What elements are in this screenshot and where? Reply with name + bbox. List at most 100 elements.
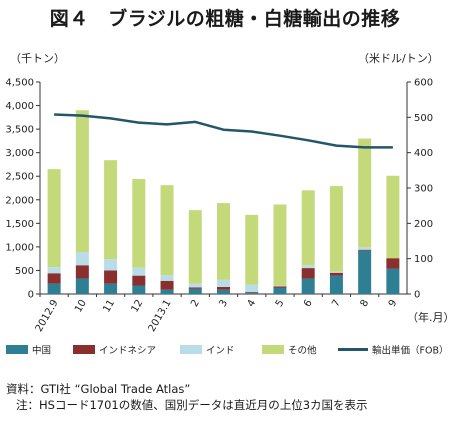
x-tick-label: 3	[217, 298, 230, 309]
left-tick-label: 2,500	[5, 172, 34, 183]
bar-segment	[386, 258, 400, 269]
bar-segment	[47, 273, 61, 284]
source-note: 資料：GTI社 “Global Trade Atlas”	[6, 382, 191, 396]
legend-label: インド	[206, 346, 235, 357]
legend-item: その他	[262, 345, 317, 357]
bar-segment	[301, 278, 315, 294]
legend-item: インド	[180, 345, 235, 357]
right-axis-unit: （米ドル/トン）	[358, 52, 439, 65]
notes: 資料：GTI社 “Global Trade Atlas” 注：HSコード1701…	[6, 381, 368, 413]
right-tick-label: 100	[414, 254, 433, 265]
bar-segment	[160, 289, 174, 294]
left-tick-label: 4,000	[5, 101, 34, 112]
x-tick-label: 2013.1	[147, 298, 174, 334]
left-tick-label: 2,000	[5, 195, 34, 206]
bar-segment	[301, 268, 315, 279]
legend-swatch	[73, 345, 95, 354]
bar-segment	[75, 252, 89, 266]
left-tick-label: 1,500	[5, 219, 34, 230]
bar-segment	[47, 283, 61, 294]
legend-label: 中国	[32, 345, 51, 357]
footnote: 注：HSコード1701の数値、国別データは直近月の上位3カ国を表示	[16, 398, 368, 412]
x-tick-label: 12	[130, 298, 146, 315]
price-line-layer	[54, 113, 393, 149]
bar-segment	[386, 175, 400, 259]
left-tick-label: 3,000	[5, 148, 34, 159]
legend-swatch	[262, 345, 284, 354]
bar-segment	[104, 283, 118, 294]
bar-segment	[132, 267, 146, 276]
bar-segment	[245, 292, 259, 294]
bar-segment	[132, 285, 146, 294]
legend-item: インドネシア	[73, 345, 156, 357]
bar-segment	[188, 288, 202, 294]
bar-segment	[104, 160, 118, 260]
x-tick-label: 10	[73, 298, 89, 315]
bar-segment	[358, 247, 372, 250]
x-tick-label: 11	[101, 298, 117, 315]
left-tick-label: 0	[28, 290, 34, 301]
bar-segment	[132, 179, 146, 268]
bar-segment	[273, 287, 287, 294]
bar-segment	[188, 287, 202, 289]
bar-segment	[358, 249, 372, 251]
bar-segment	[386, 268, 400, 294]
legend: 中国 インドネシア インド その他 輸出単価（FOB）	[6, 345, 448, 357]
bar-segment	[273, 286, 287, 288]
left-axis-unit: （千トン）	[10, 52, 65, 65]
right-tick-label: 0	[414, 290, 420, 301]
right-tick-label: 500	[414, 113, 433, 124]
bar-segment	[217, 289, 230, 294]
legend-item: 輸出単価（FOB）	[338, 345, 448, 357]
bar-segment	[75, 278, 89, 294]
right-tick-label: 300	[414, 184, 433, 195]
bar-segment	[358, 250, 372, 294]
bar-segment	[104, 259, 118, 271]
legend-swatch	[6, 345, 28, 354]
bar-segment	[47, 169, 61, 268]
right-tick-label: 600	[414, 78, 433, 89]
x-tick-label: 5	[274, 298, 287, 309]
price-line	[54, 113, 393, 149]
bar-segment	[329, 275, 343, 294]
x-tick-label: 7	[330, 298, 343, 309]
x-tick-label: 2	[189, 298, 202, 309]
bar-segment	[245, 284, 259, 293]
x-tick-label: 8	[359, 298, 372, 309]
chart-title: 図４ ブラジルの粗糖・白糖輸出の推移	[49, 8, 401, 30]
legend-label: 輸出単価（FOB）	[372, 345, 448, 357]
bar-segment	[301, 265, 315, 269]
left-tick-label: 1,000	[5, 242, 34, 253]
bar-segment	[245, 214, 259, 285]
legend-swatch	[180, 345, 202, 354]
bar-segment	[329, 271, 343, 273]
bar-segment	[75, 110, 89, 253]
bar-segment	[47, 267, 61, 274]
bar-segment	[217, 279, 230, 287]
bar-segment	[188, 210, 202, 284]
x-tick-label: 2012.9	[34, 298, 61, 334]
x-tick-label: 4	[246, 298, 259, 309]
bar-segment	[75, 265, 89, 279]
bar-segment	[217, 286, 230, 290]
left-tick-label: 3,500	[5, 125, 34, 136]
legend-label: その他	[288, 345, 317, 357]
legend-item: 中国	[6, 345, 51, 357]
bar-segment	[104, 270, 118, 284]
bar-segment	[132, 275, 146, 286]
left-tick-label: 4,500	[5, 78, 34, 89]
bars-layer	[47, 110, 400, 294]
bar-segment	[329, 186, 343, 272]
legend-label: インドネシア	[99, 346, 156, 357]
right-tick-label: 200	[414, 219, 433, 230]
x-tick-label: 9	[387, 298, 400, 309]
bar-segment	[188, 283, 202, 288]
bar-segment	[245, 293, 259, 294]
bar-segment	[160, 275, 174, 281]
right-tick-label: 400	[414, 148, 433, 159]
bar-segment	[329, 272, 343, 276]
bar-segment	[217, 203, 230, 280]
left-tick-label: 500	[15, 266, 34, 277]
bar-segment	[160, 280, 174, 290]
